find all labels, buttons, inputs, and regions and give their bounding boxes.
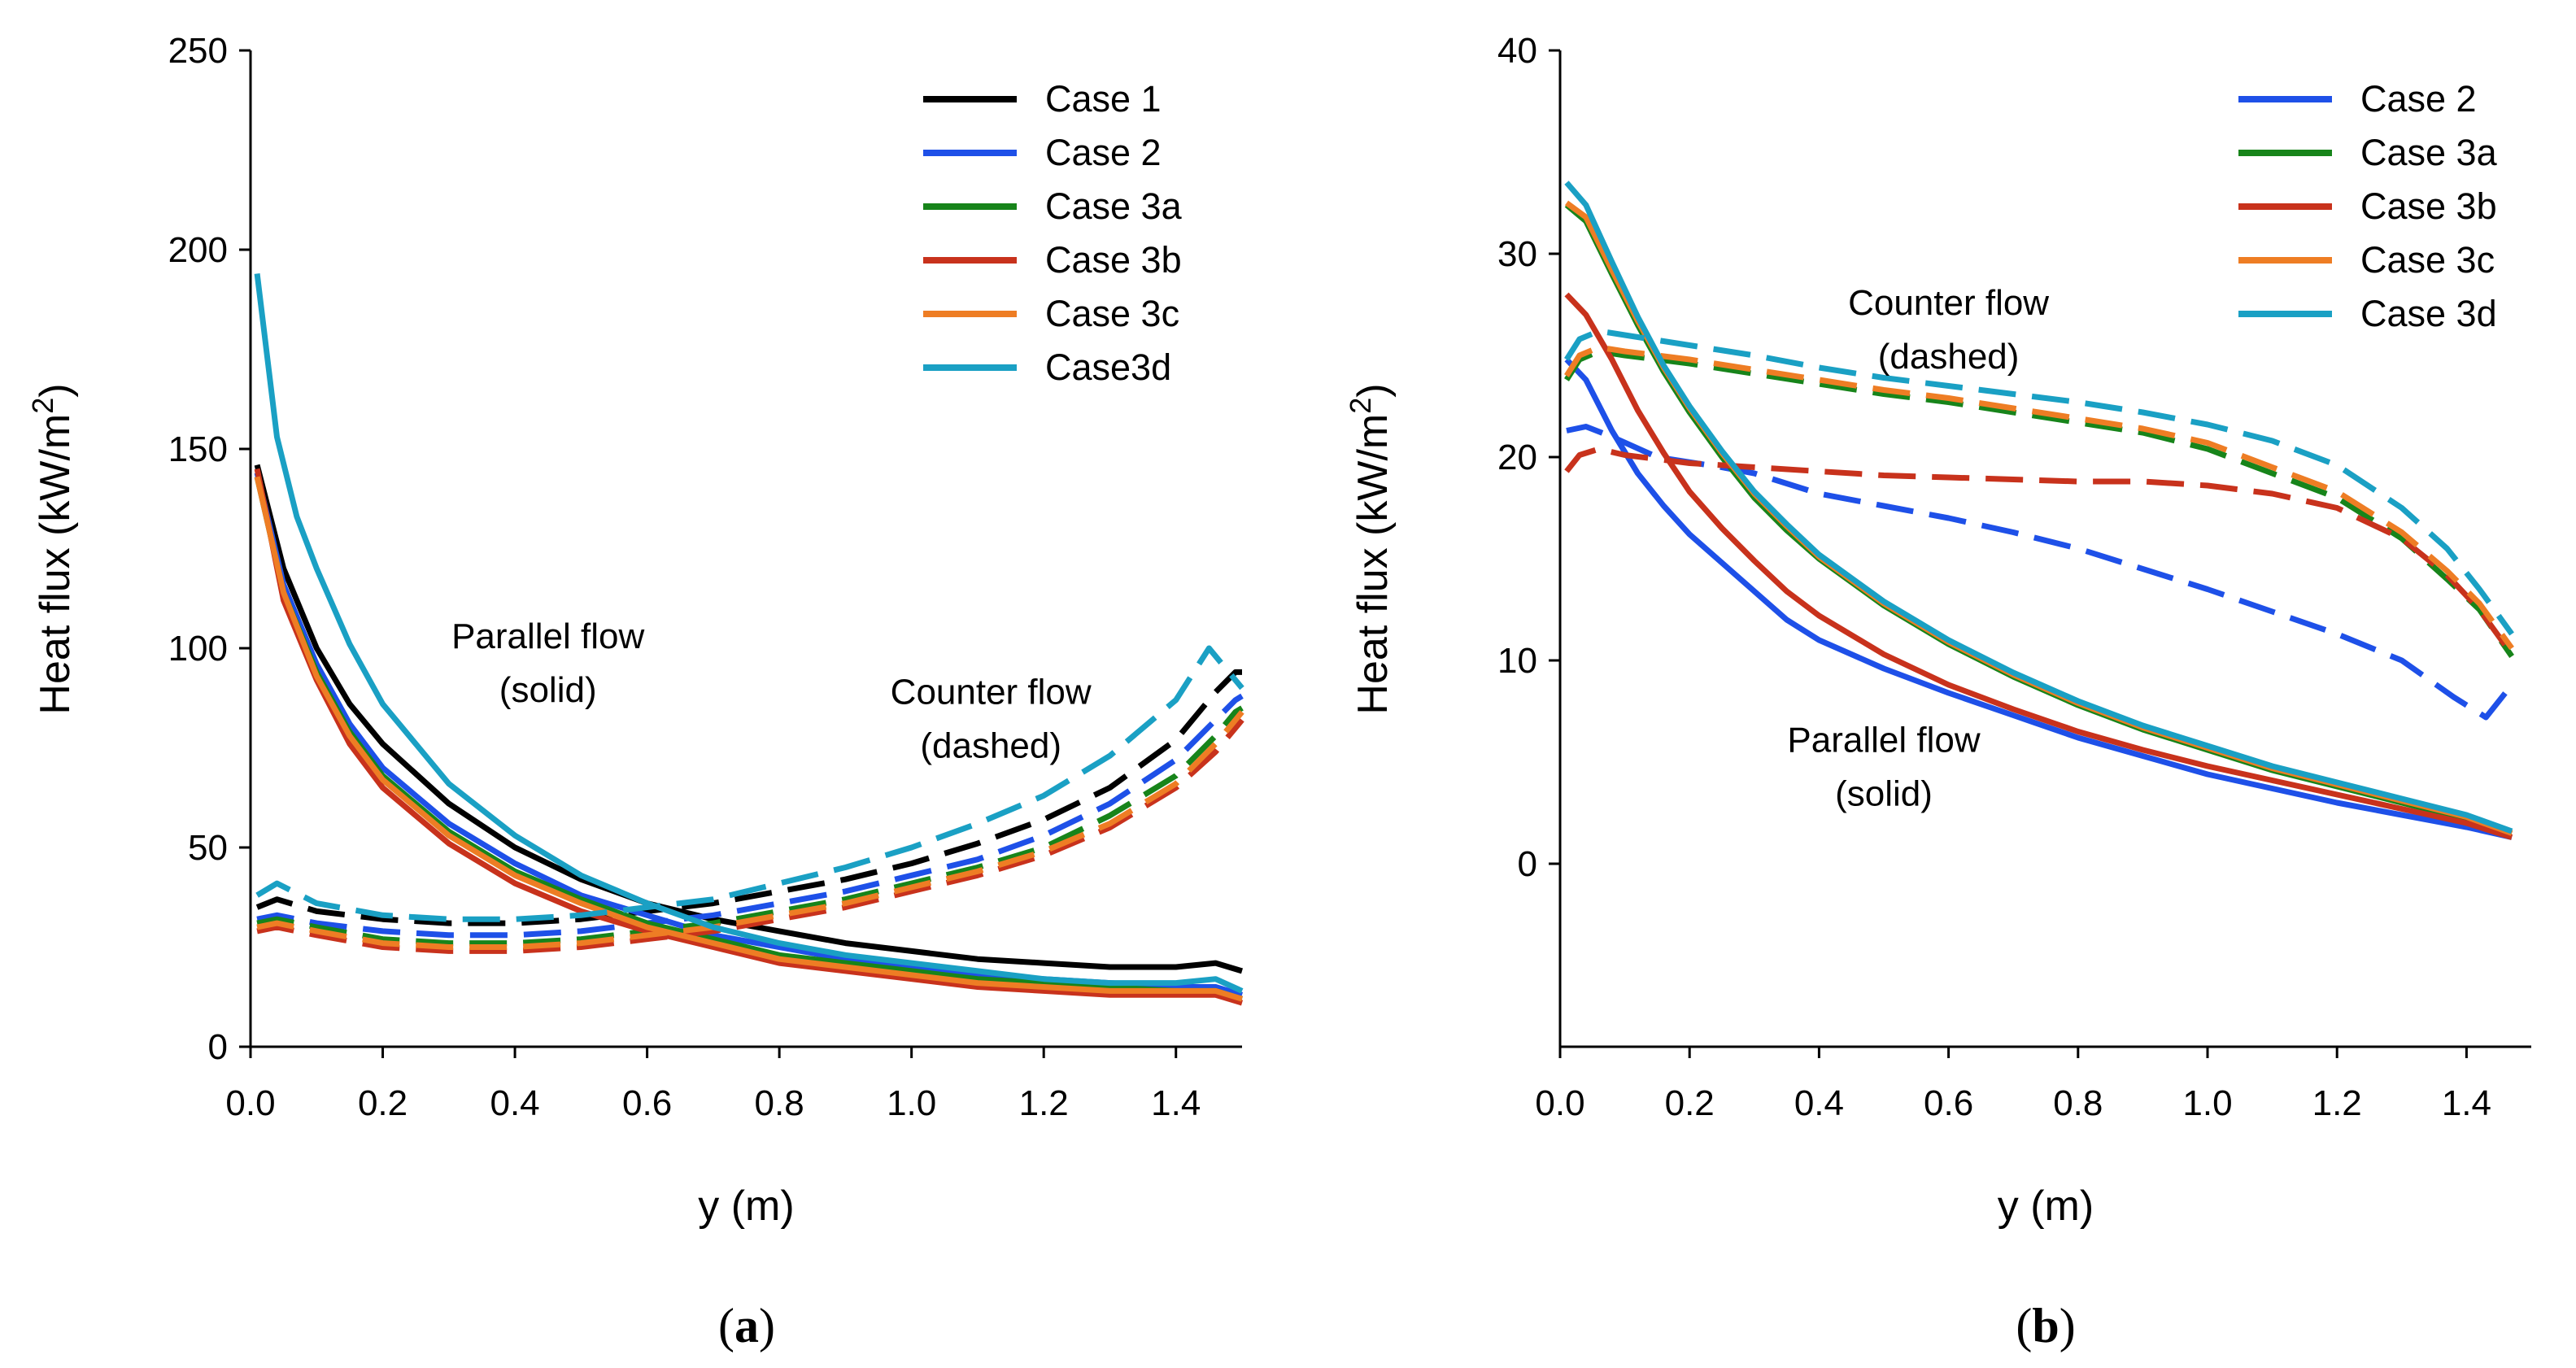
legend-label: Case 3b — [2360, 185, 2497, 227]
series-case-2-counter-line — [1566, 424, 2514, 721]
y-tick-label: 40 — [1497, 31, 1537, 71]
chart-annotation: Parallel flow — [451, 616, 644, 656]
legend-label: Case3d — [1045, 346, 1171, 388]
chart-annotation: Counter flow — [891, 673, 1092, 712]
y-tick-label: 250 — [168, 31, 228, 71]
legend-label: Case 1 — [1045, 78, 1162, 120]
y-axis-label: Heat flux (kW/m2) — [1344, 383, 1397, 714]
x-tick-label: 0.0 — [225, 1083, 275, 1123]
x-tick-label: 0.0 — [1535, 1083, 1584, 1123]
series-case-3b-counter-line — [1564, 446, 2514, 656]
x-tick-label: 0.6 — [622, 1083, 672, 1123]
chart-annotation: (solid) — [499, 670, 597, 710]
y-tick-label: 20 — [1497, 438, 1537, 477]
x-tick-label: 1.0 — [2182, 1083, 2232, 1123]
x-tick-label: 0.8 — [2053, 1083, 2103, 1123]
legend-label: Case 3a — [1045, 185, 1183, 227]
legend-label: Case 3a — [2360, 132, 2498, 173]
legend-label: Case 2 — [1045, 132, 1162, 173]
y-tick-label: 50 — [188, 828, 228, 868]
chart-annotation: Counter flow — [1848, 283, 2049, 323]
x-tick-label: 0.4 — [490, 1083, 539, 1123]
series-case-3c-counter-line — [256, 710, 1244, 950]
y-tick-label: 100 — [168, 629, 228, 669]
series-case-3b-parallel-line — [254, 468, 1244, 1006]
series-case-3a-counter-line — [256, 705, 1244, 947]
x-axis-label: y (m) — [698, 1183, 794, 1230]
x-tick-label: 1.2 — [1019, 1083, 1069, 1123]
series-case-3d-counter-line — [1564, 328, 2514, 636]
series-case-2-counter-line — [256, 693, 1244, 939]
x-tick-label: 0.2 — [1665, 1083, 1715, 1123]
x-tick-label: 0.6 — [1924, 1083, 1973, 1123]
y-tick-label: 30 — [1497, 234, 1537, 274]
x-tick-label: 1.0 — [887, 1083, 936, 1123]
x-tick-label: 0.2 — [358, 1083, 408, 1123]
series-case-2-parallel-line — [1564, 357, 2513, 840]
y-tick-label: 150 — [168, 429, 228, 469]
series-case3d-counter-line — [255, 645, 1244, 922]
x-tick-label: 0.8 — [755, 1083, 804, 1123]
series-case-3b-parallel-line — [1564, 292, 2513, 840]
y-axis-label: Heat flux (kW/m2) — [26, 383, 79, 714]
series-case-1-parallel-line — [254, 464, 1244, 974]
x-tick-label: 0.4 — [1794, 1083, 1844, 1123]
x-tick-label: 1.4 — [2442, 1083, 2491, 1123]
legend-label: Case 3c — [1045, 293, 1179, 334]
y-tick-label: 200 — [168, 230, 228, 270]
series-case3d-parallel-line — [254, 272, 1244, 994]
chart-panel-b: 0 10 20 30 40 0.0 0.2 0.4 0.6 0.8 1.0 1.2 1.4 y (m) He… — [1344, 31, 2531, 1353]
panel-label: (b) — [2016, 1299, 2075, 1353]
x-tick-label: 1.4 — [1151, 1083, 1201, 1123]
chart-annotation: (dashed) — [1878, 337, 2020, 377]
chart-annotation: Parallel flow — [1787, 721, 1980, 760]
series-case-3d-parallel-line — [1564, 181, 2513, 834]
x-tick-label: 1.2 — [2312, 1083, 2362, 1123]
panel-label: (a) — [718, 1299, 775, 1353]
series-case-3b-counter-line — [256, 717, 1244, 954]
legend-label: Case 2 — [2360, 78, 2477, 120]
series-case-1-counter-line — [255, 669, 1242, 926]
legend-label: Case 3c — [2360, 239, 2495, 281]
chart-panel-a: 0 50 100 150 200 250 0.0 0.2 0.4 0.6 0.8 1.0 1.2 1.4 y… — [26, 31, 1244, 1353]
y-tick-label: 10 — [1497, 641, 1537, 681]
chart-annotation: (dashed) — [920, 726, 1061, 766]
legend-label: Case 3b — [1045, 239, 1182, 281]
y-tick-label: 0 — [208, 1027, 228, 1067]
x-axis-label: y (m) — [1998, 1183, 2094, 1230]
series-case-3c-counter-line — [1564, 344, 2514, 651]
y-tick-label: 0 — [1518, 844, 1537, 884]
series-case-3a-counter-line — [1564, 348, 2514, 658]
legend-label: Case 3d — [2360, 293, 2497, 334]
chart-annotation: (solid) — [1835, 774, 1933, 814]
series-case-3c-parallel-line — [254, 476, 1244, 1002]
